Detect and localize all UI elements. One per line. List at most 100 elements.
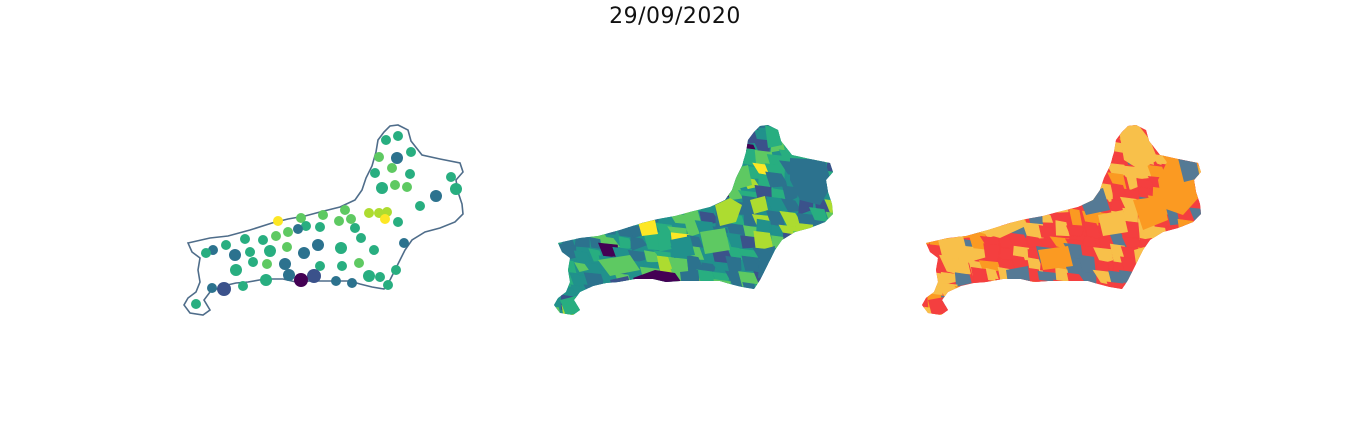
municipality-region <box>584 212 607 227</box>
municipality-region <box>1081 309 1099 315</box>
municipality-region <box>968 125 990 129</box>
municipality-region <box>996 303 1012 315</box>
municipality-region <box>982 129 1000 142</box>
city-point <box>258 235 268 245</box>
municipality-region <box>694 186 714 203</box>
municipality-region <box>569 208 592 227</box>
municipality-region <box>625 138 646 154</box>
municipality-region <box>597 187 616 203</box>
municipality-region <box>954 285 972 296</box>
municipality-region <box>971 139 986 153</box>
municipality-region <box>941 220 960 237</box>
municipality-region <box>1021 151 1043 167</box>
municipality-region <box>940 172 962 191</box>
municipality-region <box>1063 293 1087 310</box>
municipality-region <box>1125 172 1138 191</box>
municipality-region <box>1106 281 1127 301</box>
city-point <box>369 245 379 255</box>
municipality-region <box>655 140 678 155</box>
municipality-region <box>1133 274 1157 285</box>
municipality-region <box>715 172 729 187</box>
municipality-region <box>938 125 961 128</box>
municipality-region <box>555 175 579 189</box>
municipality-region <box>1138 125 1157 128</box>
municipality-region <box>1007 174 1030 191</box>
municipality-region <box>629 125 646 127</box>
municipality-region <box>1011 185 1032 202</box>
municipality-region <box>1024 197 1045 212</box>
municipality-region <box>1093 318 1114 334</box>
choropleth-regions <box>554 125 857 335</box>
municipality-region <box>638 125 664 130</box>
municipality-region <box>598 255 640 276</box>
municipality-region <box>683 198 703 213</box>
municipality-region <box>584 187 606 203</box>
municipality-region <box>930 186 947 203</box>
municipality-region <box>965 247 986 261</box>
municipality-region <box>682 184 706 203</box>
municipality-region <box>841 296 855 310</box>
municipality-region <box>796 212 815 226</box>
municipality-region <box>838 189 855 201</box>
municipality-region <box>1152 125 1168 129</box>
municipality-region <box>812 219 827 238</box>
city-point <box>393 217 403 227</box>
municipality-region <box>559 125 578 128</box>
municipality-region <box>793 285 817 299</box>
municipality-region <box>983 243 1001 264</box>
municipality-region <box>614 164 634 180</box>
municipality-region <box>823 140 833 155</box>
municipality-region <box>573 187 591 205</box>
municipality-region <box>980 212 1001 227</box>
city-point <box>391 152 403 164</box>
municipality-region <box>769 322 787 335</box>
city-point <box>293 224 303 234</box>
municipality-region <box>1013 195 1028 213</box>
city-point <box>229 249 241 261</box>
city-point <box>334 216 344 226</box>
municipality-region <box>1039 316 1056 334</box>
municipality-region <box>980 150 1001 168</box>
municipality-region <box>835 238 854 249</box>
municipality-region <box>799 304 813 315</box>
municipality-region <box>1208 212 1223 227</box>
municipality-region <box>1053 128 1069 140</box>
municipality-region <box>793 296 812 311</box>
city-point <box>283 269 295 281</box>
municipality-region <box>996 126 1017 143</box>
municipality-region <box>604 224 617 235</box>
municipality-region <box>823 238 833 248</box>
municipality-region <box>1022 303 1044 315</box>
city-point <box>331 276 341 286</box>
municipality-region <box>672 317 689 333</box>
municipality-region <box>995 278 1016 297</box>
municipality-region <box>922 135 930 154</box>
municipality-region <box>653 316 673 335</box>
municipality-region <box>554 209 565 227</box>
city-point <box>387 163 397 173</box>
city-point <box>350 223 360 233</box>
municipality-region <box>798 137 814 156</box>
municipality-region <box>1096 305 1113 315</box>
municipality-region <box>628 292 647 311</box>
municipality-region <box>835 125 857 143</box>
municipality-region <box>758 246 775 278</box>
municipality-region <box>1053 279 1069 297</box>
municipality-region <box>670 163 690 179</box>
municipality-region <box>750 196 768 214</box>
municipality-region <box>1063 126 1083 144</box>
municipality-region <box>624 307 645 315</box>
municipality-region <box>1078 125 1099 132</box>
municipality-region <box>668 125 691 131</box>
municipality-region <box>1175 142 1196 156</box>
municipality-region <box>1181 125 1200 133</box>
municipality-region <box>1196 244 1201 262</box>
municipality-region <box>1081 160 1097 180</box>
municipality-region <box>1150 232 1171 250</box>
municipality-region <box>952 148 976 164</box>
municipality-region <box>554 305 562 315</box>
municipality-region <box>922 268 931 285</box>
municipality-region <box>687 125 701 145</box>
municipality-region <box>1137 309 1154 315</box>
municipality-region <box>782 125 799 141</box>
